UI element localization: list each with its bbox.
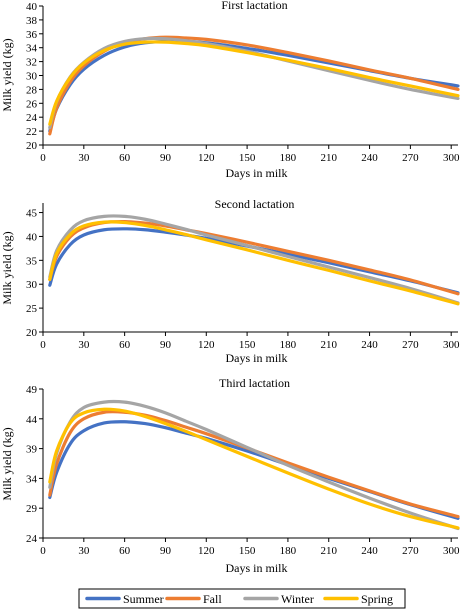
y-tick-label: 38 xyxy=(26,15,38,27)
y-tick-label: 44 xyxy=(26,414,38,426)
x-tick-label: 210 xyxy=(320,545,337,557)
y-tick-label: 34 xyxy=(26,473,38,485)
y-tick-label: 20 xyxy=(26,140,38,152)
x-tick-label: 60 xyxy=(119,152,131,164)
y-tick-label: 49 xyxy=(26,384,38,396)
legend-label-spring: Spring xyxy=(361,592,393,606)
x-tick-label: 240 xyxy=(361,152,378,164)
x-tick-label: 150 xyxy=(239,339,256,351)
x-tick-label: 210 xyxy=(320,339,337,351)
series-line-spring xyxy=(48,40,460,126)
x-tick-label: 270 xyxy=(402,545,419,557)
y-tick-label: 24 xyxy=(26,533,38,545)
series-line-winter xyxy=(48,214,460,305)
x-tick-label: 180 xyxy=(280,152,297,164)
y-tick-label: 32 xyxy=(26,57,37,69)
x-tick-label: 240 xyxy=(361,545,378,557)
chart-panel-2: Second lactation 20 25 30 35 40 45 0 30 60 90 120 15… xyxy=(0,197,460,365)
y-tick-label: 20 xyxy=(26,327,38,339)
y-tick-label: 30 xyxy=(26,71,38,83)
y-tick-label: 25 xyxy=(26,303,38,315)
chart-title: First lactation xyxy=(221,0,287,12)
legend-label-winter: Winter xyxy=(281,592,314,606)
y-tick-label: 34 xyxy=(26,43,38,55)
series-line-fall xyxy=(48,220,460,296)
y-tick-label: 45 xyxy=(26,208,38,220)
x-tick-label: 210 xyxy=(320,152,337,164)
legend: Summer Fall Winter Spring xyxy=(78,588,406,609)
x-tick-label: 240 xyxy=(361,339,378,351)
series-line-winter xyxy=(48,399,460,531)
y-tick-label: 39 xyxy=(26,444,38,456)
series-line-spring xyxy=(48,220,460,306)
y-tick-label: 36 xyxy=(26,29,38,41)
x-tick-label: 270 xyxy=(402,152,419,164)
series-line-summer xyxy=(48,420,460,520)
y-tick-label: 24 xyxy=(26,112,38,124)
series-line-spring xyxy=(48,407,460,530)
y-tick-label: 30 xyxy=(26,279,38,291)
y-tick-label: 35 xyxy=(26,255,38,267)
x-tick-label: 0 xyxy=(40,339,46,351)
chart-title: Second lactation xyxy=(215,197,295,211)
y-tick-label: 40 xyxy=(26,1,38,13)
x-tick-label: 300 xyxy=(443,339,460,351)
x-tick-label: 30 xyxy=(78,339,90,351)
y-tick-label: 28 xyxy=(26,84,38,96)
y-tick-label: 22 xyxy=(26,126,37,138)
x-tick-label: 90 xyxy=(160,152,172,164)
y-axis-label: Milk yield (kg) xyxy=(0,231,14,304)
x-tick-label: 30 xyxy=(78,545,90,557)
x-tick-label: 150 xyxy=(239,545,256,557)
x-tick-label: 0 xyxy=(40,152,46,164)
x-tick-label: 30 xyxy=(78,152,90,164)
x-tick-label: 300 xyxy=(443,545,460,557)
y-tick-label: 29 xyxy=(26,503,38,515)
x-tick-label: 180 xyxy=(280,339,297,351)
x-axis-label: Days in milk xyxy=(226,561,288,575)
x-tick-label: 180 xyxy=(280,545,297,557)
series-line-fall xyxy=(48,410,460,519)
x-tick-label: 120 xyxy=(198,152,215,164)
x-tick-label: 0 xyxy=(40,545,46,557)
x-axis-label: Days in milk xyxy=(226,351,288,365)
x-tick-label: 120 xyxy=(198,339,215,351)
x-tick-label: 90 xyxy=(160,545,172,557)
x-axis-label: Days in milk xyxy=(226,166,288,180)
chart-title: Third lactation xyxy=(219,376,290,390)
legend-label-summer: Summer xyxy=(123,592,164,606)
x-tick-label: 150 xyxy=(239,152,256,164)
x-tick-label: 60 xyxy=(119,339,131,351)
chart-panel-3: Third lactation 24 29 34 39 44 49 0 30 60 90 120 150… xyxy=(0,376,460,575)
y-tick-label: 26 xyxy=(26,98,38,110)
legend-box xyxy=(78,588,406,609)
x-tick-label: 120 xyxy=(198,545,215,557)
y-axis-label: Milk yield (kg) xyxy=(0,38,14,111)
legend-label-fall: Fall xyxy=(203,592,222,606)
y-tick-label: 40 xyxy=(26,231,38,243)
x-tick-label: 270 xyxy=(402,339,419,351)
x-tick-label: 60 xyxy=(119,545,131,557)
x-tick-label: 300 xyxy=(443,152,460,164)
series-line-fall xyxy=(48,35,460,136)
x-tick-label: 90 xyxy=(160,339,172,351)
y-axis-label: Milk yield (kg) xyxy=(0,427,14,500)
